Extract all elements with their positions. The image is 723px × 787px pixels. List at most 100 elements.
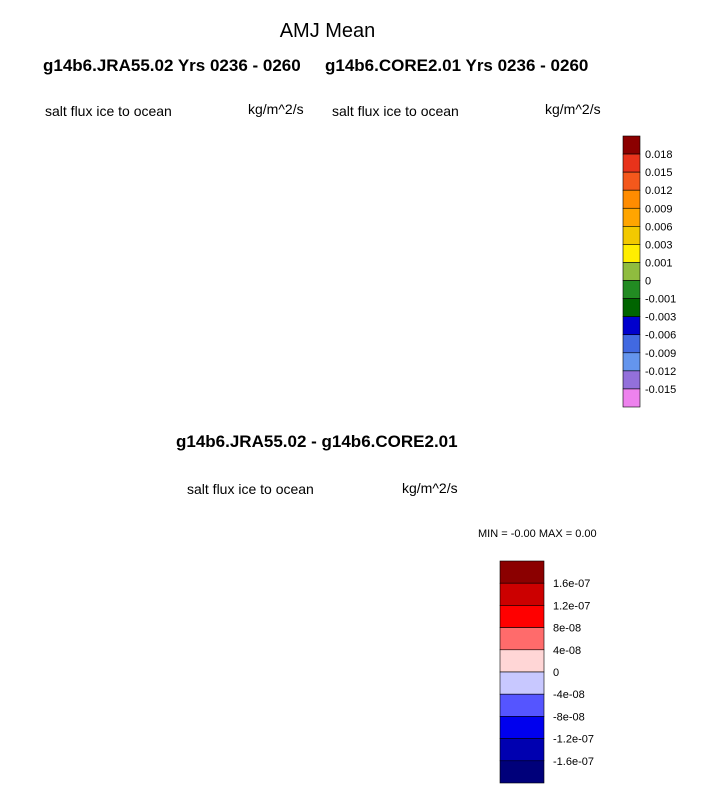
colorbar-box [499, 605, 545, 628]
left-map-title: salt flux ice to ocean [45, 103, 172, 119]
ice-edge-band [365, 167, 567, 360]
colorbar-box [499, 693, 545, 717]
colorbar-box [622, 171, 641, 191]
colorbar-label: 0 [645, 276, 651, 288]
colorbar-box [622, 153, 641, 173]
colorbar-label: -1.2e-07 [553, 734, 594, 746]
colorbar-box [499, 738, 545, 762]
island [448, 376, 468, 390]
colorbar-label: 0.006 [645, 221, 673, 233]
diff-pos-band [237, 541, 450, 746]
island [160, 376, 180, 390]
colorbar-box [622, 262, 641, 281]
colorbar-label: 4e-08 [553, 645, 581, 657]
diff-red-spot [393, 603, 401, 617]
diff-map-units: kg/m^2/s [402, 480, 458, 496]
diff-stats: MIN = -0.00 MAX = 0.00 [478, 528, 597, 540]
ice-main-band [79, 173, 272, 353]
colorbar-box [622, 334, 641, 354]
island [81, 207, 84, 210]
colorbar-label: -0.012 [645, 366, 676, 378]
colorbar-box [499, 716, 545, 739]
colorbar-box [499, 582, 545, 606]
colorbar-label: -1.6e-07 [553, 756, 594, 768]
south-america-land [316, 208, 358, 260]
antarctica-land [82, 216, 231, 330]
colorbar-box [499, 649, 545, 673]
map-ocean [198, 398, 312, 412]
island [575, 229, 578, 232]
right-map-units: kg/m^2/s [545, 101, 601, 117]
colorbar-label: -0.009 [645, 348, 676, 360]
south-america-land [28, 208, 70, 260]
colorbar-box [622, 280, 641, 299]
colorbar-label: 0.001 [645, 257, 673, 269]
colorbar-label: -4e-08 [553, 689, 585, 701]
colorbar-box [499, 671, 545, 695]
diff-red-spot [319, 685, 331, 705]
island [246, 587, 249, 590]
colorbar-label: 1.6e-07 [553, 578, 590, 590]
map-frame [193, 508, 477, 787]
colorbar-label: 8e-08 [553, 623, 581, 635]
south-america-land [193, 588, 235, 640]
ice-main-band [367, 173, 560, 353]
island [452, 609, 455, 612]
right-header: g14b6.CORE2.01 Yrs 0236 - 0260 [325, 56, 589, 75]
diff-map-title: salt flux ice to ocean [187, 481, 314, 497]
map-ocean [316, 128, 600, 412]
ice-edge-band [77, 167, 279, 360]
graticule [316, 128, 600, 412]
colorbar-box [622, 298, 641, 317]
left-map-units: kg/m^2/s [248, 101, 304, 117]
graticule [28, 128, 312, 412]
map-frame [316, 128, 600, 412]
colorbar-label: -0.006 [645, 330, 676, 342]
colorbar-box [622, 189, 641, 209]
colorbar-box [622, 207, 641, 227]
colorbar-label: 0.003 [645, 239, 673, 251]
antarctica-land [370, 216, 519, 330]
colorbar-box [622, 352, 641, 372]
colorbar-label: -0.001 [645, 294, 676, 306]
left-map [28, 128, 313, 413]
island [369, 207, 372, 210]
top-colorbar: 0.018 0.015 0.012 0.009 0.006 0.003 0.001 0 -0.0… [622, 135, 676, 408]
colorbar-label: 0.015 [645, 167, 673, 179]
island [287, 229, 290, 232]
colorbar-box [622, 226, 641, 245]
colorbar-label: 0 [553, 667, 559, 679]
colorbar-label: -8e-08 [553, 711, 585, 723]
diff-coast-strip [270, 582, 400, 710]
colorbar-box [499, 760, 545, 784]
graticule [193, 508, 477, 787]
colorbar-label: -0.003 [645, 312, 676, 324]
diff-map [193, 508, 477, 787]
diff-red-spot [269, 616, 285, 624]
island [325, 756, 345, 770]
colorbar-box [622, 388, 641, 408]
diff-neg-inner [265, 576, 413, 726]
colorbar-box [622, 370, 641, 390]
diff-colorbar: 1.6e-07 1.2e-07 8e-08 4e-08 0 -4e-08 -8e-08 -1.… [499, 560, 594, 784]
colorbar-box [499, 627, 545, 651]
colorbar-label: 0.009 [645, 203, 673, 215]
diff-neg-core [254, 562, 427, 731]
right-map-title: salt flux ice to ocean [332, 103, 459, 119]
diff-header: g14b6.JRA55.02 - g14b6.CORE2.01 [176, 432, 458, 451]
colorbar-label: -0.015 [645, 384, 676, 396]
colorbar-label: 1.2e-07 [553, 600, 590, 612]
map-ocean [193, 508, 477, 787]
diff-neg-band [243, 551, 440, 735]
right-map [316, 128, 600, 412]
antarctica-land [247, 596, 396, 710]
map-frame [198, 398, 313, 413]
colorbar-box [499, 560, 545, 584]
colorbar-box [622, 316, 641, 336]
colorbar-box [622, 244, 641, 263]
colorbar-box [622, 135, 641, 155]
figure-title: AMJ Mean [279, 20, 376, 42]
left-header: g14b6.JRA55.02 Yrs 0236 - 0260 [43, 56, 301, 75]
colorbar-label: 0.012 [645, 185, 673, 197]
